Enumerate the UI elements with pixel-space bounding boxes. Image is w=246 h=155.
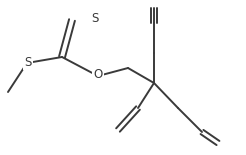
Text: S: S [24, 55, 32, 69]
Text: O: O [93, 69, 103, 82]
Text: S: S [91, 11, 99, 24]
